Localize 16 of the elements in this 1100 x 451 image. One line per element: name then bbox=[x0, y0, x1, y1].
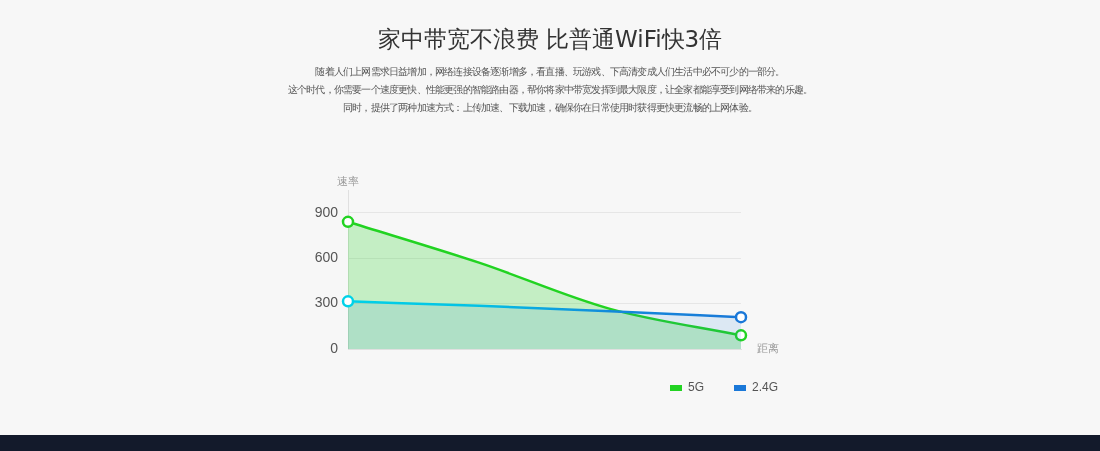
y-axis-title: 速率 bbox=[337, 175, 359, 189]
y-tick-label: 900 bbox=[314, 203, 339, 220]
y-tick-label: 0 bbox=[330, 339, 339, 356]
legend-label: 5G bbox=[687, 380, 704, 395]
chart-title: 家中带宽不浪费 比普通WiFi快3倍 bbox=[376, 25, 724, 54]
text: 同时，提供了两种加速方式：上传加速、下载加速，确保你在日常使用时获得更快更流畅的上网体验。 bbox=[342, 102, 757, 113]
point bbox=[734, 310, 748, 324]
legend-label: 2.4G bbox=[751, 380, 778, 395]
y-tick-label: 300 bbox=[314, 294, 339, 311]
point bbox=[341, 215, 355, 229]
text: 这个时代，你需要一个速度更快、性能更强的智能路由器，帮你将家中带宽发挥到最大限度，让全家都能享受到网络带来的乐趣。 bbox=[287, 84, 813, 95]
x-axis-title: 距离 bbox=[757, 341, 779, 355]
y-tick-label: 600 bbox=[314, 249, 339, 265]
point bbox=[734, 329, 748, 342]
point bbox=[341, 295, 355, 308]
chart-subtitle: 随着人们上网需求日益增加，网络连接设备逐渐增多，看直播、玩游戏、下高清变成人们生活中必不可少的一部分。 bbox=[315, 66, 785, 77]
